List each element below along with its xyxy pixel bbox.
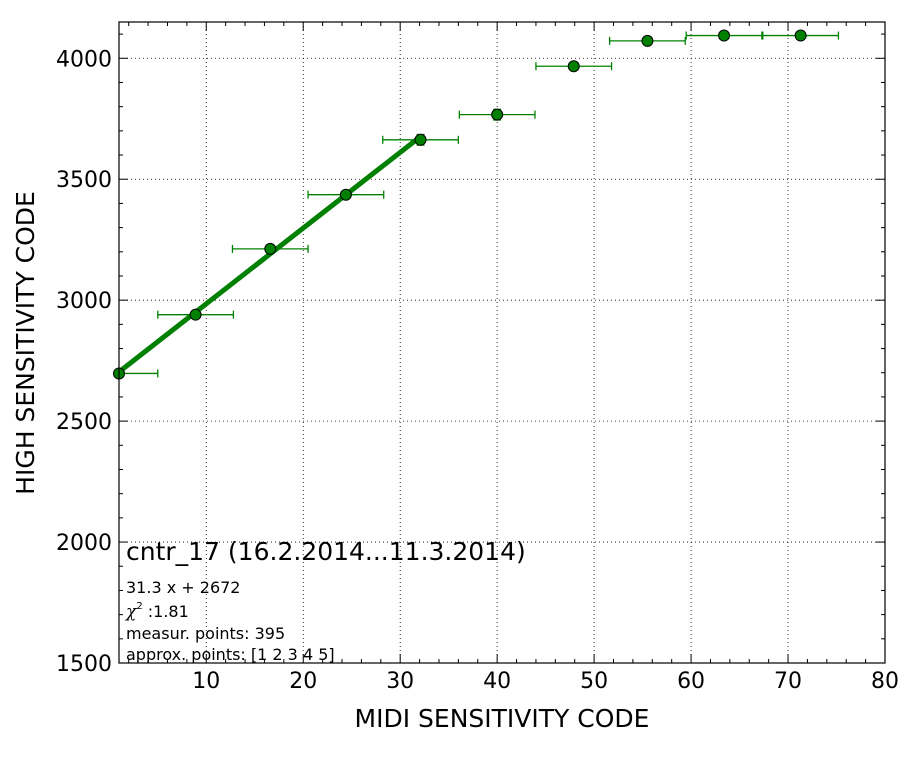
marker <box>641 34 654 47</box>
marker <box>491 108 504 121</box>
data-point <box>535 60 613 73</box>
marker <box>264 242 277 255</box>
annotation-fit: 31.3 x + 2672 <box>126 578 240 597</box>
plot-frame <box>118 21 886 664</box>
x-tick-label: 60 <box>677 669 705 694</box>
x-tick-label: 80 <box>871 669 899 694</box>
data-point <box>157 308 235 321</box>
x-tick-label: 40 <box>483 669 511 694</box>
x-tick-label: 70 <box>774 669 802 694</box>
tick-labels: 10 20 30 40 50 60 70 80 1500 2000 2500 3000 3500 4000 <box>56 47 899 694</box>
annotation-title: cntr_17 (16.2.2014...11.3.2014) <box>126 537 526 566</box>
data-point <box>762 29 840 42</box>
annotation-measur-points: measur. points: 395 <box>126 624 285 643</box>
data-point <box>307 188 385 201</box>
y-tick-label: 1500 <box>56 652 112 677</box>
data-point <box>685 29 763 42</box>
x-tick-label: 10 <box>192 669 220 694</box>
chi-value: :1.81 <box>143 602 189 621</box>
chi-symbol: χ <box>125 602 138 622</box>
marker <box>794 29 807 42</box>
y-axis-title: HIGH SENSITIVITY CODE <box>11 191 40 495</box>
marker <box>718 29 731 42</box>
marker <box>567 60 580 73</box>
y-tick-label: 2000 <box>56 531 112 556</box>
data-points <box>113 29 840 380</box>
y-tick-label: 4000 <box>56 47 112 72</box>
data-point <box>382 133 460 146</box>
chi-superscript: 2 <box>136 601 142 612</box>
y-tick-label: 2500 <box>56 410 112 435</box>
marker <box>189 308 202 321</box>
x-tick-label: 50 <box>580 669 608 694</box>
marker <box>339 188 352 201</box>
x-axis-title: MIDI SENSITIVITY CODE <box>355 704 650 733</box>
data-point <box>608 34 686 47</box>
y-tick-label: 3000 <box>56 289 112 314</box>
x-tick-label: 30 <box>386 669 414 694</box>
y-tick-label: 3500 <box>56 168 112 193</box>
data-point <box>458 108 536 121</box>
plot-area <box>119 22 885 663</box>
grid <box>119 22 885 663</box>
annotation-approx-points: approx. points: [1 2 3 4 5] <box>126 645 335 664</box>
annotation-chi: χ2 :1.81 <box>125 601 189 622</box>
x-tick-label: 20 <box>289 669 317 694</box>
marker <box>414 133 427 146</box>
data-point <box>231 242 309 255</box>
